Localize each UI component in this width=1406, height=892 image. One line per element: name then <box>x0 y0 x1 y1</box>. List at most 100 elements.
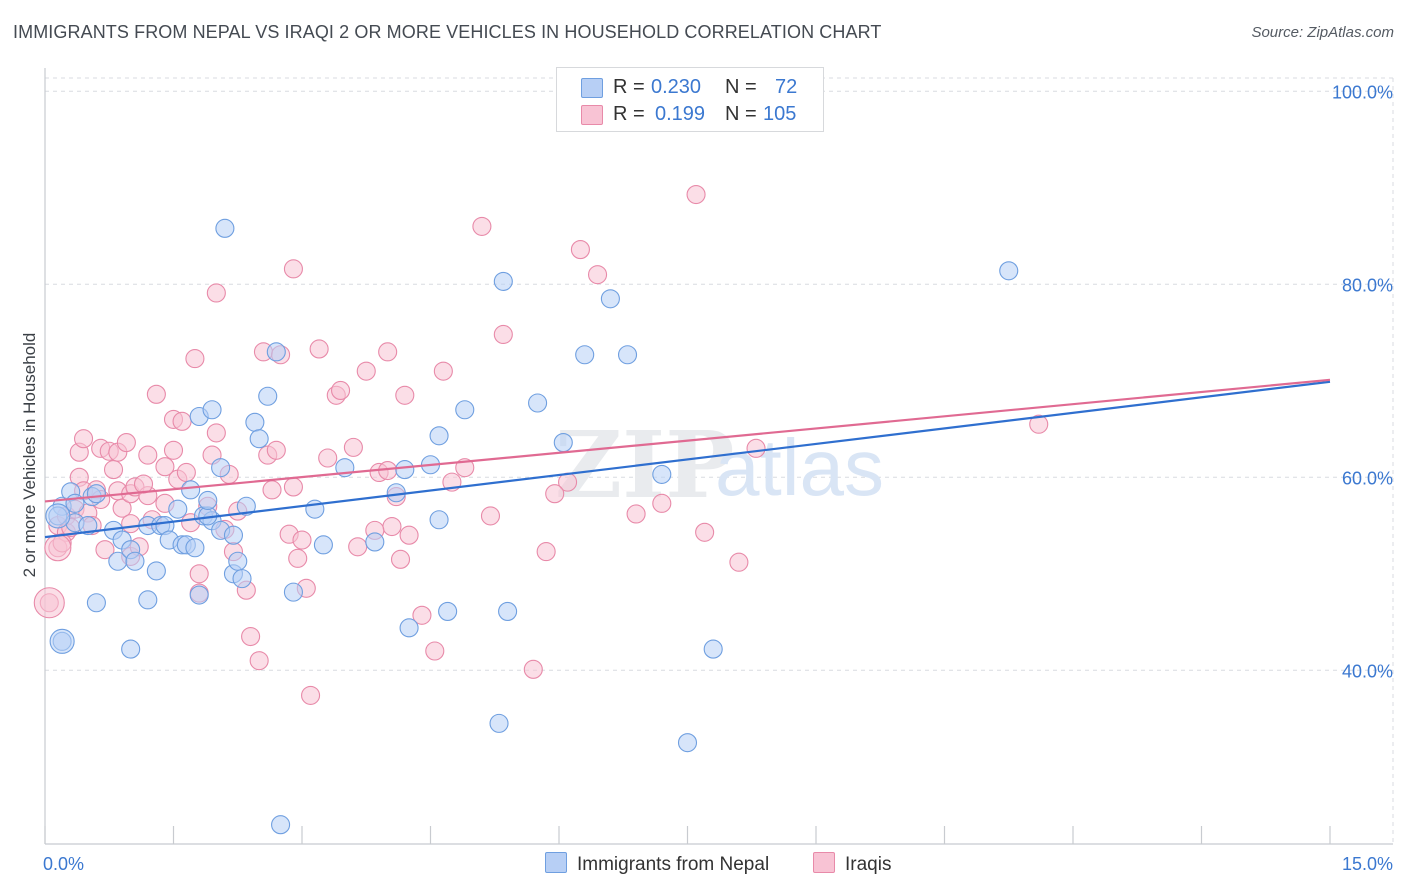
nepal-point <box>228 551 248 571</box>
iraqis-point <box>95 540 115 560</box>
iraqis-point <box>626 504 646 524</box>
watermark-atlas: atlas <box>715 423 884 512</box>
iraqis-point <box>155 457 175 477</box>
nepal-point <box>395 460 415 480</box>
iraqis-point <box>330 380 351 401</box>
nepal-point <box>999 261 1019 281</box>
iraqis-point <box>523 659 543 679</box>
iraqis-point <box>138 445 158 465</box>
nepal-point <box>198 490 218 511</box>
iraqis-point <box>133 474 154 494</box>
iraqis-point <box>121 514 141 534</box>
iraqis-point <box>390 549 411 569</box>
iraqis-point <box>103 460 124 480</box>
source-label: Source: ZipAtlas.com <box>1251 24 1394 41</box>
nepal-point <box>677 733 698 753</box>
nepal-point <box>493 271 513 291</box>
nepal-point <box>232 569 252 589</box>
iraqis-point <box>587 265 608 285</box>
y-tick-label: 60.0% <box>1342 468 1393 488</box>
iraqis-point <box>185 349 205 369</box>
iraqis-point <box>686 185 706 205</box>
nepal-point <box>703 639 723 659</box>
nepal-point <box>215 218 235 238</box>
legend-n-value-iraqis: 105 <box>763 103 797 125</box>
nepal-point <box>266 342 286 362</box>
iraqis-point <box>399 525 419 545</box>
legend-r-value-iraqis: 0.199 <box>655 103 706 125</box>
legend-n-label: N = <box>725 103 757 125</box>
legend-n-value-nepal: 72 <box>775 76 798 98</box>
nepal-point <box>185 538 205 558</box>
bottom-legend-swatch-nepal <box>545 852 567 873</box>
nepal-point <box>245 412 265 432</box>
trend-line-iraqis <box>44 378 1331 503</box>
trend-lines <box>44 378 1331 539</box>
nepal-point <box>223 525 244 545</box>
bottom-legend-nepal[interactable]: Immigrants from Nepal <box>545 852 769 876</box>
nepal-point <box>429 426 449 446</box>
iraqis-point <box>206 423 226 443</box>
chart-title: IMMIGRANTS FROM NEPAL VS IRAQI 2 OR MORE… <box>13 22 882 42</box>
nepal-point <box>652 464 672 484</box>
trend-line-nepal <box>44 380 1331 539</box>
iraqis-point <box>288 548 308 568</box>
iraqis-point <box>480 506 501 526</box>
iraqis-point <box>112 498 132 518</box>
nepal-point <box>249 429 269 449</box>
iraqis-point <box>301 685 321 705</box>
iraqis-point <box>695 522 715 542</box>
iraqis-point <box>382 516 402 537</box>
nepal-point <box>189 585 209 605</box>
iraqis-point <box>412 605 432 625</box>
iraqis-point <box>545 484 565 504</box>
bottom-legend-label-iraqis: Iraqis <box>845 854 892 875</box>
legend-n-label: N = <box>725 76 757 98</box>
y-tick-label: 40.0% <box>1342 661 1393 681</box>
stats-legend: R = 0.230 N = 72 R = 0.199 N = 105 <box>556 67 824 132</box>
iraqis-point <box>283 477 303 497</box>
nepal-point <box>575 345 595 365</box>
iraqis-point <box>172 411 192 431</box>
nepal-point <box>313 535 333 555</box>
iraqis-point <box>309 339 329 359</box>
iraqis-point <box>1029 414 1049 434</box>
tick-labels: 40.0% 60.0% 80.0% 100.0% 0.0% 15.0% <box>43 82 1393 874</box>
nepal-point <box>86 484 106 504</box>
iraqis-point <box>356 361 376 381</box>
x-tick-label: 0.0% <box>43 854 84 874</box>
bottom-legend-label-nepal: Immigrants from Nepal <box>577 854 770 875</box>
y-tick-label: 100.0% <box>1332 82 1393 102</box>
iraqis-point <box>433 361 453 381</box>
nepal-point <box>125 551 145 571</box>
iraqis-point <box>266 440 286 460</box>
iraqis-point <box>472 216 492 236</box>
nepal-point <box>211 458 231 478</box>
iraqis-point <box>74 429 94 449</box>
iraqis-point <box>318 448 338 468</box>
x-tick-label: 15.0% <box>1342 854 1393 874</box>
nepal-point <box>386 483 406 503</box>
iraqis-point <box>343 437 363 457</box>
iraqis-point <box>536 542 556 562</box>
iraqis-point <box>176 462 196 483</box>
iraqis-point <box>652 493 672 513</box>
legend-swatch-iraqis <box>581 105 603 125</box>
iraqis-point <box>425 641 445 661</box>
nepal-point <box>146 561 166 581</box>
nepal-point <box>528 393 548 413</box>
legend-r-label: R = <box>613 76 645 98</box>
nepal-point <box>455 400 475 420</box>
bottom-legend-iraqis[interactable]: Iraqis <box>813 852 891 876</box>
iraqis-point <box>283 259 303 279</box>
nepal-point <box>78 515 98 536</box>
nepal-point <box>271 815 291 835</box>
nepal-point <box>438 601 458 621</box>
nepal-point <box>236 496 256 516</box>
legend-swatch-nepal <box>581 78 603 98</box>
iraqis-point <box>746 438 766 458</box>
nepal-point <box>86 593 106 613</box>
nepal-point-large <box>49 628 75 654</box>
iraqis-point <box>292 530 312 550</box>
